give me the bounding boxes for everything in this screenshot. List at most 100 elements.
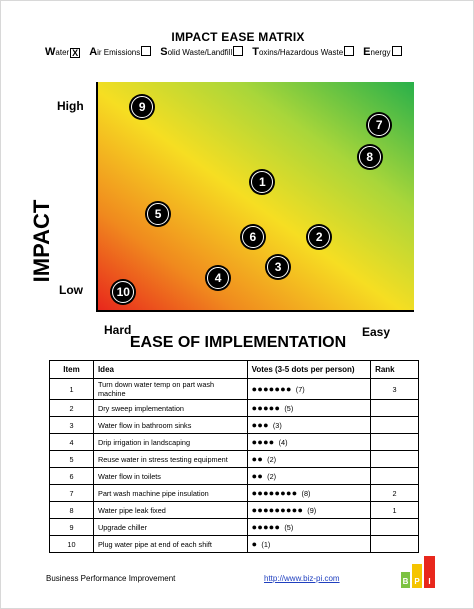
- vote-dots: ●●●●●●●●●: [251, 505, 304, 515]
- table-row: 8 Water pipe leak fixed ●●●●●●●●● (9) 1: [49, 501, 419, 519]
- header-idea: Idea: [92, 360, 248, 379]
- cell-item: 8: [49, 501, 94, 519]
- vote-count: (4): [274, 438, 288, 447]
- footer-website-link[interactable]: http://www.biz-pi.com: [264, 574, 340, 583]
- cell-votes: ● (1): [246, 535, 372, 553]
- page-title: IMPACT EASE MATRIX: [171, 30, 305, 44]
- cell-rank: 1: [370, 501, 419, 519]
- vote-count: (2): [263, 472, 277, 481]
- header-rank: Rank: [370, 360, 419, 379]
- idea-point-9: 9: [129, 94, 156, 121]
- cell-item: 9: [49, 518, 94, 536]
- idea-point-3: 3: [265, 253, 292, 280]
- cell-rank: [370, 535, 419, 553]
- cell-votes: ●●●●● (5): [246, 518, 372, 536]
- vote-dots: ●●●: [251, 420, 269, 430]
- cell-item: 7: [49, 484, 94, 502]
- category-olid-waste-landfill: Solid Waste/Landfill: [160, 46, 244, 58]
- logo-bar-green: [401, 572, 410, 588]
- category-initial: S: [160, 46, 168, 58]
- vote-count: (9): [303, 506, 317, 515]
- vote-dots: ●●●●: [251, 437, 275, 447]
- y-axis-high-label: High: [57, 99, 84, 113]
- idea-point-1: 1: [249, 169, 276, 196]
- idea-point-2: 2: [306, 224, 333, 251]
- cell-idea: Dry sweep implementation: [92, 399, 248, 417]
- y-axis-title: IMPACT: [29, 199, 54, 283]
- vote-count: (8): [297, 489, 311, 498]
- vote-count: (5): [280, 523, 294, 532]
- vote-count: (5): [280, 404, 294, 413]
- vote-count: (2): [263, 455, 277, 464]
- cell-item: 6: [49, 467, 94, 485]
- cell-votes: ●●●●●●●● (8): [246, 484, 372, 502]
- cell-item: 10: [49, 535, 94, 553]
- category-checkbox[interactable]: X: [70, 48, 81, 58]
- cell-idea: Turn down water temp on part wash machin…: [92, 378, 248, 400]
- footer-company: Business Performance Improvement: [46, 574, 176, 583]
- category-ater: Water X: [45, 46, 81, 58]
- cell-item: 4: [49, 433, 94, 451]
- cell-item: 3: [49, 416, 94, 434]
- table-row: 10 Plug water pipe at end of each shift ● …: [49, 535, 419, 553]
- idea-point-5: 5: [145, 201, 172, 228]
- vote-dots: ●●: [251, 454, 264, 464]
- category-nergy: Energy: [363, 46, 402, 58]
- cell-rank: [370, 450, 419, 468]
- category-initial: E: [363, 46, 371, 58]
- cell-votes: ●●● (3): [246, 416, 372, 434]
- x-axis-title: EASE OF IMPLEMENTATION: [129, 334, 347, 351]
- category-checkbox[interactable]: [391, 46, 402, 56]
- vote-dots: ●●●●●●●: [251, 384, 292, 394]
- cell-idea: Plug water pipe at end of each shift: [92, 535, 248, 553]
- x-axis-hard-label: Hard: [104, 323, 132, 337]
- cell-item: 5: [49, 450, 94, 468]
- y-axis-low-label: Low: [59, 283, 83, 297]
- category-label: nergy: [370, 48, 391, 57]
- cell-votes: ●●●●●●●●● (9): [246, 501, 372, 519]
- vote-count: (7): [291, 385, 305, 394]
- table-row: 6 Water flow in toilets ●● (2): [49, 467, 419, 485]
- cell-idea: Part wash machine pipe insulation: [92, 484, 248, 502]
- header-item: Item: [49, 360, 94, 379]
- category-label: olid Waste/Landfill: [167, 48, 233, 57]
- table-row: 5 Reuse water in stress testing equipment…: [49, 450, 419, 468]
- category-label: oxins/Hazardous Waste: [258, 48, 344, 57]
- cell-votes: ●●●●●●● (7): [246, 378, 372, 400]
- category-oxins-hazardous-waste: Toxins/Hazardous Waste: [252, 46, 355, 58]
- category-checkbox[interactable]: [344, 46, 355, 56]
- table-row: 2 Dry sweep implementation ●●●●● (5): [49, 399, 419, 417]
- cell-votes: ●● (2): [246, 467, 372, 485]
- cell-item: 2: [49, 399, 94, 417]
- logo-bar-red: [424, 556, 435, 588]
- vote-dots: ●●: [251, 471, 264, 481]
- category-initial: W: [45, 46, 56, 58]
- idea-point-10: 10: [110, 278, 137, 305]
- vote-dots: ●●●●●: [251, 403, 281, 413]
- category-initial: T: [252, 46, 259, 58]
- cell-idea: Water flow in bathroom sinks: [92, 416, 248, 434]
- vote-dots: ●●●●●: [251, 522, 281, 532]
- logo-letter-p: P: [414, 577, 420, 586]
- category-checkboxes: Water X Air Emissions Solid Waste/Landfill T…: [45, 46, 445, 58]
- cell-rank: 2: [370, 484, 419, 502]
- table-row: 7 Part wash machine pipe insulation ●●●●●●…: [49, 484, 419, 502]
- cell-idea: Water pipe leak fixed: [92, 501, 248, 519]
- idea-point-6: 6: [239, 224, 266, 251]
- cell-idea: Water flow in toilets: [92, 467, 248, 485]
- header-votes: Votes (3-5 dots per person): [246, 360, 372, 379]
- vote-dots: ●: [251, 539, 258, 549]
- cell-idea: Upgrade chiller: [92, 518, 248, 536]
- cell-rank: [370, 467, 419, 485]
- vote-count: (3): [268, 421, 282, 430]
- category-checkbox[interactable]: [233, 46, 244, 56]
- logo-letter-i: I: [428, 577, 430, 586]
- idea-point-7: 7: [366, 112, 393, 139]
- category-checkbox[interactable]: [141, 46, 152, 56]
- category-initial: A: [89, 46, 98, 58]
- category-label: ir Emissions: [97, 48, 141, 57]
- table-row: 4 Drip irrigation in landscaping ●●●● (4): [49, 433, 419, 451]
- vote-dots: ●●●●●●●●: [251, 488, 298, 498]
- cell-votes: ●● (2): [246, 450, 372, 468]
- cell-item: 1: [49, 378, 94, 400]
